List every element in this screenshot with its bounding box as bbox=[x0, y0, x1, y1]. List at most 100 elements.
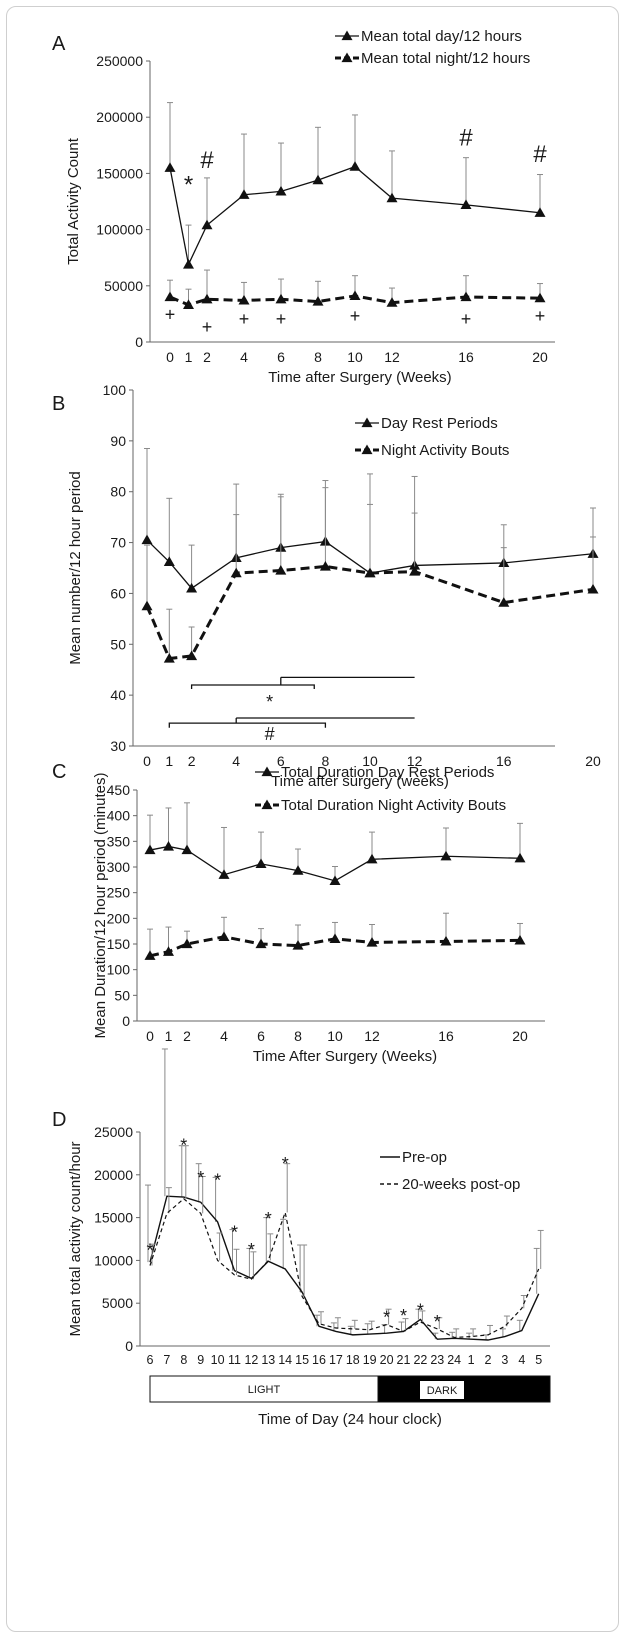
data-point bbox=[163, 840, 174, 851]
x-tick-label: 11 bbox=[228, 1353, 241, 1367]
x-tick-label: 7 bbox=[163, 1353, 170, 1367]
data-point bbox=[319, 560, 331, 571]
data-point bbox=[186, 582, 198, 593]
x-tick-label: 18 bbox=[346, 1353, 360, 1367]
data-point bbox=[409, 566, 421, 576]
y-tick-label: 50 bbox=[114, 987, 130, 1003]
data-point bbox=[460, 199, 472, 209]
significance-marker: * bbox=[184, 172, 193, 199]
data-point bbox=[534, 292, 546, 303]
legend-entry: Day Rest Periods bbox=[381, 415, 498, 432]
data-point bbox=[514, 934, 526, 945]
y-tick-label: 15000 bbox=[94, 1210, 133, 1226]
data-point bbox=[366, 936, 378, 947]
significance-marker: + bbox=[350, 306, 361, 326]
significance-marker: * bbox=[214, 1171, 221, 1191]
x-tick-label: 10 bbox=[347, 349, 363, 365]
x-tick-label: 4 bbox=[220, 1028, 228, 1044]
x-tick-label: 6 bbox=[277, 349, 285, 365]
series-line bbox=[149, 845, 521, 882]
x-tick-label: 4 bbox=[240, 349, 248, 365]
significance-marker: + bbox=[165, 305, 176, 325]
panel-label: B bbox=[52, 393, 65, 415]
significance-marker: * bbox=[383, 1307, 390, 1327]
data-point bbox=[292, 940, 304, 950]
legend-marker bbox=[341, 30, 353, 41]
data-point bbox=[440, 935, 452, 946]
legend-entry: Mean total day/12 hours bbox=[361, 28, 522, 45]
x-tick-label: 1 bbox=[185, 349, 193, 365]
x-tick-label: 24 bbox=[447, 1353, 461, 1367]
x-axis-title: Time of Day (24 hour clock) bbox=[258, 1411, 442, 1428]
data-point bbox=[218, 931, 230, 941]
data-point bbox=[386, 297, 398, 307]
x-tick-label: 21 bbox=[397, 1353, 411, 1367]
series-line bbox=[169, 294, 541, 307]
data-point bbox=[164, 291, 176, 302]
x-tick-label: 5 bbox=[535, 1353, 542, 1367]
y-tick-label: 80 bbox=[110, 484, 126, 500]
data-point bbox=[164, 162, 176, 172]
x-tick-label: 16 bbox=[312, 1353, 326, 1367]
significance-marker: * bbox=[231, 1223, 238, 1243]
light-label: LIGHT bbox=[248, 1384, 281, 1396]
significance-marker: * bbox=[146, 1241, 153, 1261]
y-tick-label: 300 bbox=[107, 859, 131, 875]
significance-bracket bbox=[190, 684, 315, 690]
y-tick-label: 25000 bbox=[94, 1124, 133, 1140]
series-2 bbox=[141, 473, 599, 663]
data-point bbox=[498, 597, 510, 607]
data-point bbox=[163, 946, 174, 956]
panel-label: C bbox=[52, 761, 66, 783]
y-tick-label: 0 bbox=[135, 334, 143, 350]
x-tick-label: 12 bbox=[244, 1353, 258, 1367]
significance-marker: # bbox=[533, 141, 547, 168]
x-tick-label: 10 bbox=[362, 753, 378, 769]
significance-marker: * bbox=[197, 1168, 204, 1188]
x-tick-label: 8 bbox=[294, 1028, 302, 1044]
x-tick-label: 6 bbox=[257, 1028, 265, 1044]
y-tick-label: 200000 bbox=[96, 109, 143, 125]
x-tick-label: 16 bbox=[438, 1028, 454, 1044]
x-tick-label: 20 bbox=[532, 349, 548, 365]
y-tick-label: 20000 bbox=[94, 1167, 133, 1183]
data-point bbox=[201, 219, 213, 230]
legend-marker bbox=[261, 766, 273, 777]
legend-entry: Pre-op bbox=[402, 1149, 447, 1166]
y-tick-label: 250 bbox=[107, 885, 131, 901]
series-line bbox=[149, 935, 521, 958]
x-tick-label: 12 bbox=[407, 753, 423, 769]
y-tick-label: 40 bbox=[110, 687, 126, 703]
x-tick-label: 22 bbox=[413, 1353, 427, 1367]
x-tick-label: 6 bbox=[277, 753, 285, 769]
y-axis-title: Mean number/12 hour period bbox=[67, 471, 84, 664]
y-tick-label: 0 bbox=[125, 1338, 133, 1354]
x-tick-label: 10 bbox=[211, 1353, 225, 1367]
x-tick-label: 10 bbox=[327, 1028, 343, 1044]
data-point bbox=[183, 299, 194, 310]
y-tick-label: 5000 bbox=[102, 1295, 133, 1311]
significance-marker: * bbox=[282, 1154, 289, 1174]
x-tick-label: 16 bbox=[458, 349, 474, 365]
x-tick-label: 2 bbox=[188, 753, 196, 769]
data-point bbox=[201, 293, 213, 304]
data-point bbox=[186, 650, 198, 661]
panel-label: D bbox=[52, 1109, 66, 1131]
data-point bbox=[312, 174, 324, 185]
x-tick-label: 3 bbox=[501, 1353, 508, 1367]
data-point bbox=[440, 850, 452, 861]
legend-entry: Total Duration Night Activity Bouts bbox=[281, 797, 506, 814]
significance-marker: + bbox=[535, 306, 546, 326]
x-tick-label: 0 bbox=[143, 753, 151, 769]
legend-entry: Total Duration Day Rest Periods bbox=[281, 764, 494, 781]
x-axis-title: Time after Surgery (Weeks) bbox=[268, 369, 451, 386]
data-point bbox=[349, 290, 361, 301]
x-tick-label: 4 bbox=[518, 1353, 525, 1367]
data-point bbox=[312, 296, 324, 306]
x-tick-label: 1 bbox=[165, 1028, 173, 1044]
significance-marker: # bbox=[200, 147, 214, 174]
dark-label: DARK bbox=[427, 1385, 458, 1397]
